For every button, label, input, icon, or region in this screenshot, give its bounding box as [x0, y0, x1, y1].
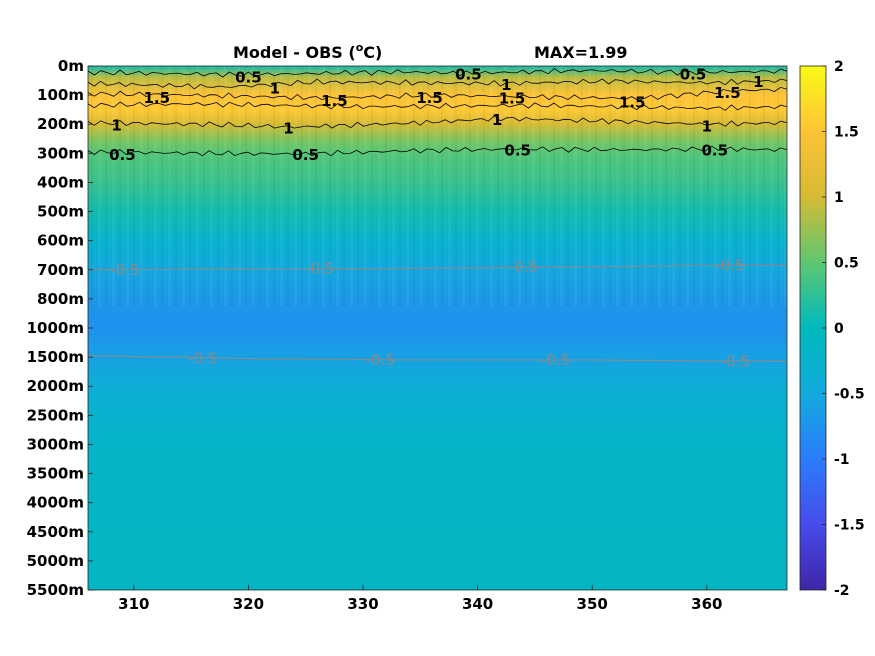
max-value-label: MAX=1.99	[534, 43, 628, 62]
contour-label: 1	[283, 120, 293, 138]
contour-label: 1.5	[619, 93, 646, 111]
y-tick-label: 1000m	[27, 319, 84, 337]
y-tick-label: 200m	[37, 115, 84, 133]
contour-label: 0.5	[292, 146, 319, 164]
y-tick-label: 0m	[58, 57, 84, 75]
contour-label: 0.5	[504, 141, 531, 159]
x-tick-label: 340	[462, 595, 493, 613]
colorbar-tick-label: 0	[834, 321, 844, 337]
y-axis-ticks: 0m 100m 200m 300m 400m 500m 600m 700m 800m 1000m 1…	[27, 57, 93, 599]
y-tick-label: 2000m	[27, 377, 84, 395]
contour-label: 0.5	[455, 66, 482, 84]
contour-label: 1	[492, 111, 502, 129]
contour-line-positive	[88, 115, 787, 129]
contour-label: 1.5	[499, 90, 526, 108]
contour-label: -0.5	[509, 258, 538, 276]
contour-label: 1.5	[144, 89, 171, 107]
contour-line-positive	[88, 67, 787, 78]
contour-line-positive	[88, 86, 787, 101]
x-tick-label: 360	[691, 595, 722, 613]
y-tick-label: 5500m	[27, 581, 84, 599]
contour-line-negative	[88, 264, 787, 271]
contour-line-positive	[88, 145, 787, 157]
y-tick-label: 5000m	[27, 552, 84, 570]
x-tick-label: 330	[347, 595, 378, 613]
colorbar-ticks: 2 1.5 1 0.5 0 -0.5 -1 -1.5 -2	[822, 59, 865, 599]
contour-label: -0.5	[721, 353, 750, 371]
contour-line-negative	[88, 355, 787, 363]
colorbar-tick-label: -1.5	[834, 518, 865, 534]
y-tick-label: 4000m	[27, 494, 84, 512]
contour-label: -0.5	[541, 351, 570, 369]
contour-label: -0.5	[715, 256, 744, 274]
colorbar-tick-label: 1.5	[834, 125, 859, 141]
y-tick-label: 3000m	[27, 435, 84, 453]
colorbar-scale	[799, 65, 827, 591]
y-tick-label: 2500m	[27, 406, 84, 424]
colorbar-tick-label: 2	[834, 59, 844, 75]
contour-label: 0.5	[702, 141, 729, 159]
plot-area: 0.511.5 1.50.511.5 1.5 1.50.5 11.51 1 1 10.5 0.5…	[88, 66, 787, 590]
contour-label: 1	[111, 117, 121, 135]
chart-title: Model - OBS (oC)	[233, 41, 382, 62]
chart-title-unit: C)	[363, 43, 382, 62]
contour-line-positive	[88, 78, 787, 90]
y-tick-label: 300m	[37, 144, 84, 162]
contour-label: 1.5	[321, 92, 348, 110]
x-tick-label: 350	[577, 595, 608, 613]
y-tick-label: 800m	[37, 290, 84, 308]
contour-label: 1	[501, 76, 511, 94]
y-tick-label: 500m	[37, 203, 84, 221]
contour-label: 1.5	[416, 89, 443, 107]
contour-label: 1	[270, 80, 280, 98]
contour-label: -0.5	[110, 261, 139, 279]
y-tick-label: 100m	[37, 86, 84, 104]
x-tick-label: 310	[118, 595, 149, 613]
contour-label: -0.5	[305, 259, 334, 277]
contour-lines	[88, 67, 787, 363]
contour-line-positive	[88, 101, 787, 111]
contour-label: 1	[702, 118, 712, 136]
contour-label: 0.5	[680, 66, 707, 84]
contour-labels: 0.511.5 1.50.511.5 1.5 1.50.5 11.51 1 1 10.5 0.5…	[109, 66, 764, 371]
y-tick-label: 3500m	[27, 465, 84, 483]
y-tick-label: 4500m	[27, 523, 84, 541]
chart-title-superscript: o	[356, 41, 364, 54]
colorbar-tick-label: 0.5	[834, 256, 859, 272]
contour-label: -0.5	[188, 350, 217, 368]
colorbar-tick-label: 1	[834, 190, 844, 206]
contour-label: 0.5	[109, 146, 136, 164]
x-tick-label: 320	[233, 595, 264, 613]
colorbar-tick-label: -0.5	[834, 387, 865, 403]
colorbar: 2 1.5 1 0.5 0 -0.5 -1 -1.5 -2	[799, 59, 865, 599]
y-tick-label: 400m	[37, 173, 84, 191]
chart-title-main: Model - OBS (	[233, 43, 356, 62]
contour-label: 1.5	[714, 84, 741, 102]
contour-label: 0.5	[235, 69, 262, 87]
colorbar-tick-label: -2	[834, 583, 850, 599]
colorbar-tick-label: -1	[834, 452, 850, 468]
contour-label: -0.5	[366, 351, 395, 369]
y-tick-label: 1500m	[27, 348, 84, 366]
x-axis-ticks: 310 320 330 340 350 360	[118, 585, 722, 613]
contour-label: 1	[753, 73, 763, 91]
y-tick-label: 600m	[37, 232, 84, 250]
y-tick-label: 700m	[37, 261, 84, 279]
